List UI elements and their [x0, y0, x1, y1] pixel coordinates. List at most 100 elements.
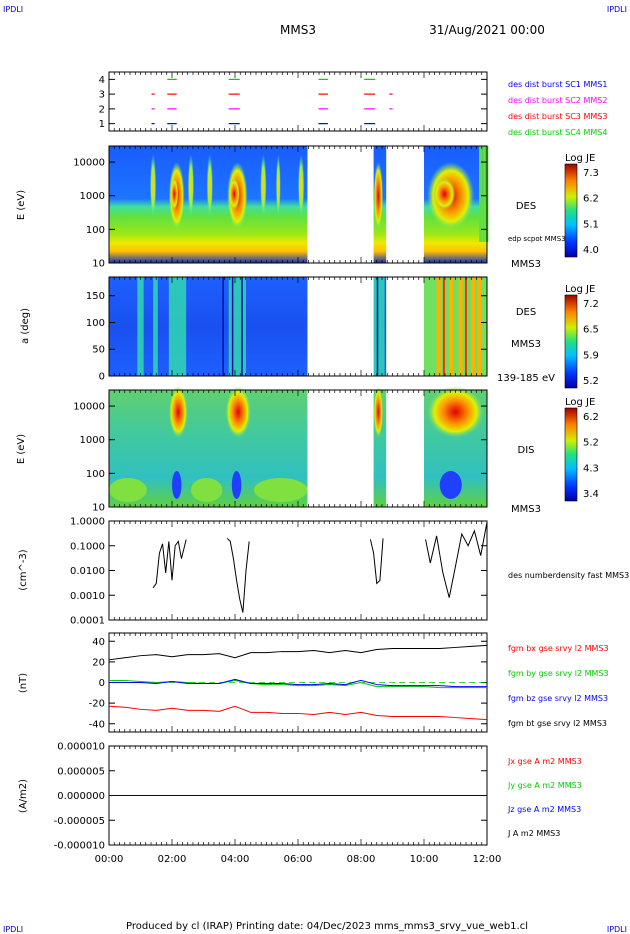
- current-ylabel: (A/m2): [18, 779, 29, 813]
- des-energy-warm-band: [275, 154, 281, 218]
- burst-legend-item: des dist burst SC4 MMS4: [508, 128, 607, 137]
- dis-energy-low-band: [109, 478, 147, 502]
- des-energy-ytick-label: 10000: [73, 158, 105, 169]
- colorbar-tick-label: 5.2: [583, 376, 599, 387]
- des-energy-ytick-label: 10: [92, 259, 105, 270]
- plot-date: 31/Aug/2021 00:00: [429, 23, 545, 37]
- des-energy-peak: [433, 178, 456, 210]
- burst-legend-item: des dist burst SC2 MMS2: [508, 96, 607, 105]
- colorbar-gradient: [564, 294, 578, 389]
- des-pitch-band: [153, 277, 158, 376]
- fgm-legend-item: fgm by gse srvy l2 MMS3: [508, 669, 609, 678]
- data-gap: [307, 390, 374, 507]
- dis-energy-label: DIS: [518, 445, 535, 456]
- des-pitch-ytick-label: 0: [99, 372, 105, 383]
- des-pitch-ytick-label: 150: [86, 291, 105, 302]
- dis-energy-ytick-label: 100: [86, 469, 105, 480]
- colorbar-tick-label: 7.2: [583, 299, 599, 310]
- des-pitch-label: DES: [516, 307, 536, 318]
- dis-energy-ytick-label: 1000: [80, 435, 105, 446]
- colorbar-tick-label: 6.2: [583, 194, 599, 205]
- current-legend-item: J A m2 MMS3: [507, 829, 560, 838]
- density-ylabel: (cm^-3): [18, 549, 29, 590]
- time-tick-label: 08:00: [347, 854, 376, 865]
- corner-label-bottom-right: IPDLI: [607, 925, 627, 934]
- spectrogram-stripe: [477, 277, 482, 376]
- dis-energy-sc-label: MMS3: [511, 504, 541, 515]
- spectrogram-stripe: [442, 277, 445, 376]
- burst-ytick-label: 3: [99, 90, 105, 101]
- burst-ytick-label: 2: [99, 104, 105, 115]
- fgm-legend: fgm bx gse srvy l2 MMS3 fgm by gse srvy l…: [508, 644, 609, 728]
- spectrogram-stripe: [479, 146, 483, 242]
- dis-energy-colorbar: Log JE 6.2 5.2 4.3 3.4: [564, 397, 599, 502]
- burst-ytick-label: 1: [99, 119, 105, 130]
- colorbar-gradient: [564, 163, 578, 258]
- current-legend: Jx gse A m2 MMS3 Jy gse A m2 MMS3 Jz gse A…: [507, 757, 582, 838]
- data-gap: [307, 277, 374, 376]
- time-tick-label: 00:00: [95, 854, 124, 865]
- spectrogram-stripe: [222, 277, 224, 376]
- des-energy-axis: 10 100 1000 10000: [73, 158, 487, 270]
- colorbar-tick-label: 6.2: [583, 412, 599, 423]
- des-energy-warm-band: [298, 154, 305, 218]
- current-ytick-label: -0.000010: [54, 841, 105, 852]
- des-energy-peak: [170, 178, 179, 210]
- burst-y-ticks: 1 2 3 4: [99, 75, 487, 130]
- des-pitch-band: [424, 277, 487, 376]
- current-ytick-label: 0.000010: [57, 742, 105, 753]
- current-legend-item: Jz gse A m2 MMS3: [507, 805, 581, 814]
- dis-energy-axis: 10 100 1000 10000: [73, 402, 487, 514]
- des-energy-features: [149, 146, 489, 242]
- current-panel: -0.000010 -0.000005 0.000000 0.000005 0.0000…: [18, 72, 582, 865]
- des-energy-panel: 10 100 1000 10000 E (eV) DES edp scpot MMS3…: [16, 145, 599, 270]
- des-energy-label: DES: [516, 201, 536, 212]
- density-ytick-label: 1.0000: [70, 517, 105, 528]
- density-ytick-label: 0.1000: [70, 541, 105, 552]
- colorbar-tick-label: 6.5: [583, 325, 599, 336]
- des-pitch-ytick-label: 50: [92, 345, 105, 356]
- spectrogram-stripe: [464, 277, 467, 376]
- spectrogram-stripe: [471, 277, 476, 376]
- colorbar-title: Log JE: [565, 397, 595, 408]
- fgm-ytick-label: -40: [89, 719, 105, 730]
- dis-energy-cold-region: [172, 471, 182, 499]
- fgm-ylabel: (nT): [18, 673, 29, 693]
- des-energy-warm-band: [260, 154, 267, 218]
- des-pitch-colorbar: Log JE 7.2 6.5 5.9 5.2: [564, 284, 599, 389]
- des-pitch-features: [137, 277, 487, 376]
- des-energy-sc-label: MMS3: [511, 259, 541, 270]
- dis-energy-hot-region: [373, 386, 384, 438]
- des-pitch-ytick-label: 100: [86, 318, 105, 329]
- colorbar-tick-label: 4.3: [583, 463, 599, 474]
- burst-marks: [151, 78, 393, 125]
- corner-label-top-right: IPDLI: [607, 5, 627, 14]
- des-pitch-panel: 0 50 100 150 a (deg) DES MMS3 139-185 eV Lo…: [20, 276, 599, 389]
- spectrogram-stripe: [231, 277, 234, 376]
- dis-energy-ytick-label: 10: [92, 503, 105, 514]
- colorbar-tick-label: 4.0: [583, 245, 599, 256]
- des-energy-gaps: [307, 146, 424, 263]
- time-tick-label: 06:00: [284, 854, 313, 865]
- current-ytick-label: 0.000005: [57, 766, 105, 777]
- footer-credit: Produced by cl (IRAP) Printing date: 04/…: [126, 921, 528, 932]
- des-energy-ytick-label: 100: [86, 225, 105, 236]
- des-energy-warm-band: [149, 154, 157, 218]
- des-energy-hot-region: [373, 162, 384, 230]
- spacecraft-title: MMS3: [280, 23, 316, 37]
- des-energy-warm-band: [187, 154, 195, 218]
- dis-energy-features: [109, 386, 484, 502]
- density-line: [152, 539, 187, 589]
- spectrogram-stripe: [376, 277, 379, 376]
- spectrogram-stripe: [482, 146, 486, 242]
- des-pitch-band: [228, 277, 247, 376]
- current-legend-item: Jy gse A m2 MMS3: [507, 781, 582, 790]
- corner-label-bottom-left: IPDLI: [3, 925, 23, 934]
- dis-energy-low-band: [190, 478, 223, 502]
- density-line: [226, 537, 250, 613]
- des-pitch-sc-label: MMS3: [511, 339, 541, 350]
- dis-energy-cold-region: [439, 471, 462, 499]
- fgm-ytick-label: 0: [99, 678, 105, 689]
